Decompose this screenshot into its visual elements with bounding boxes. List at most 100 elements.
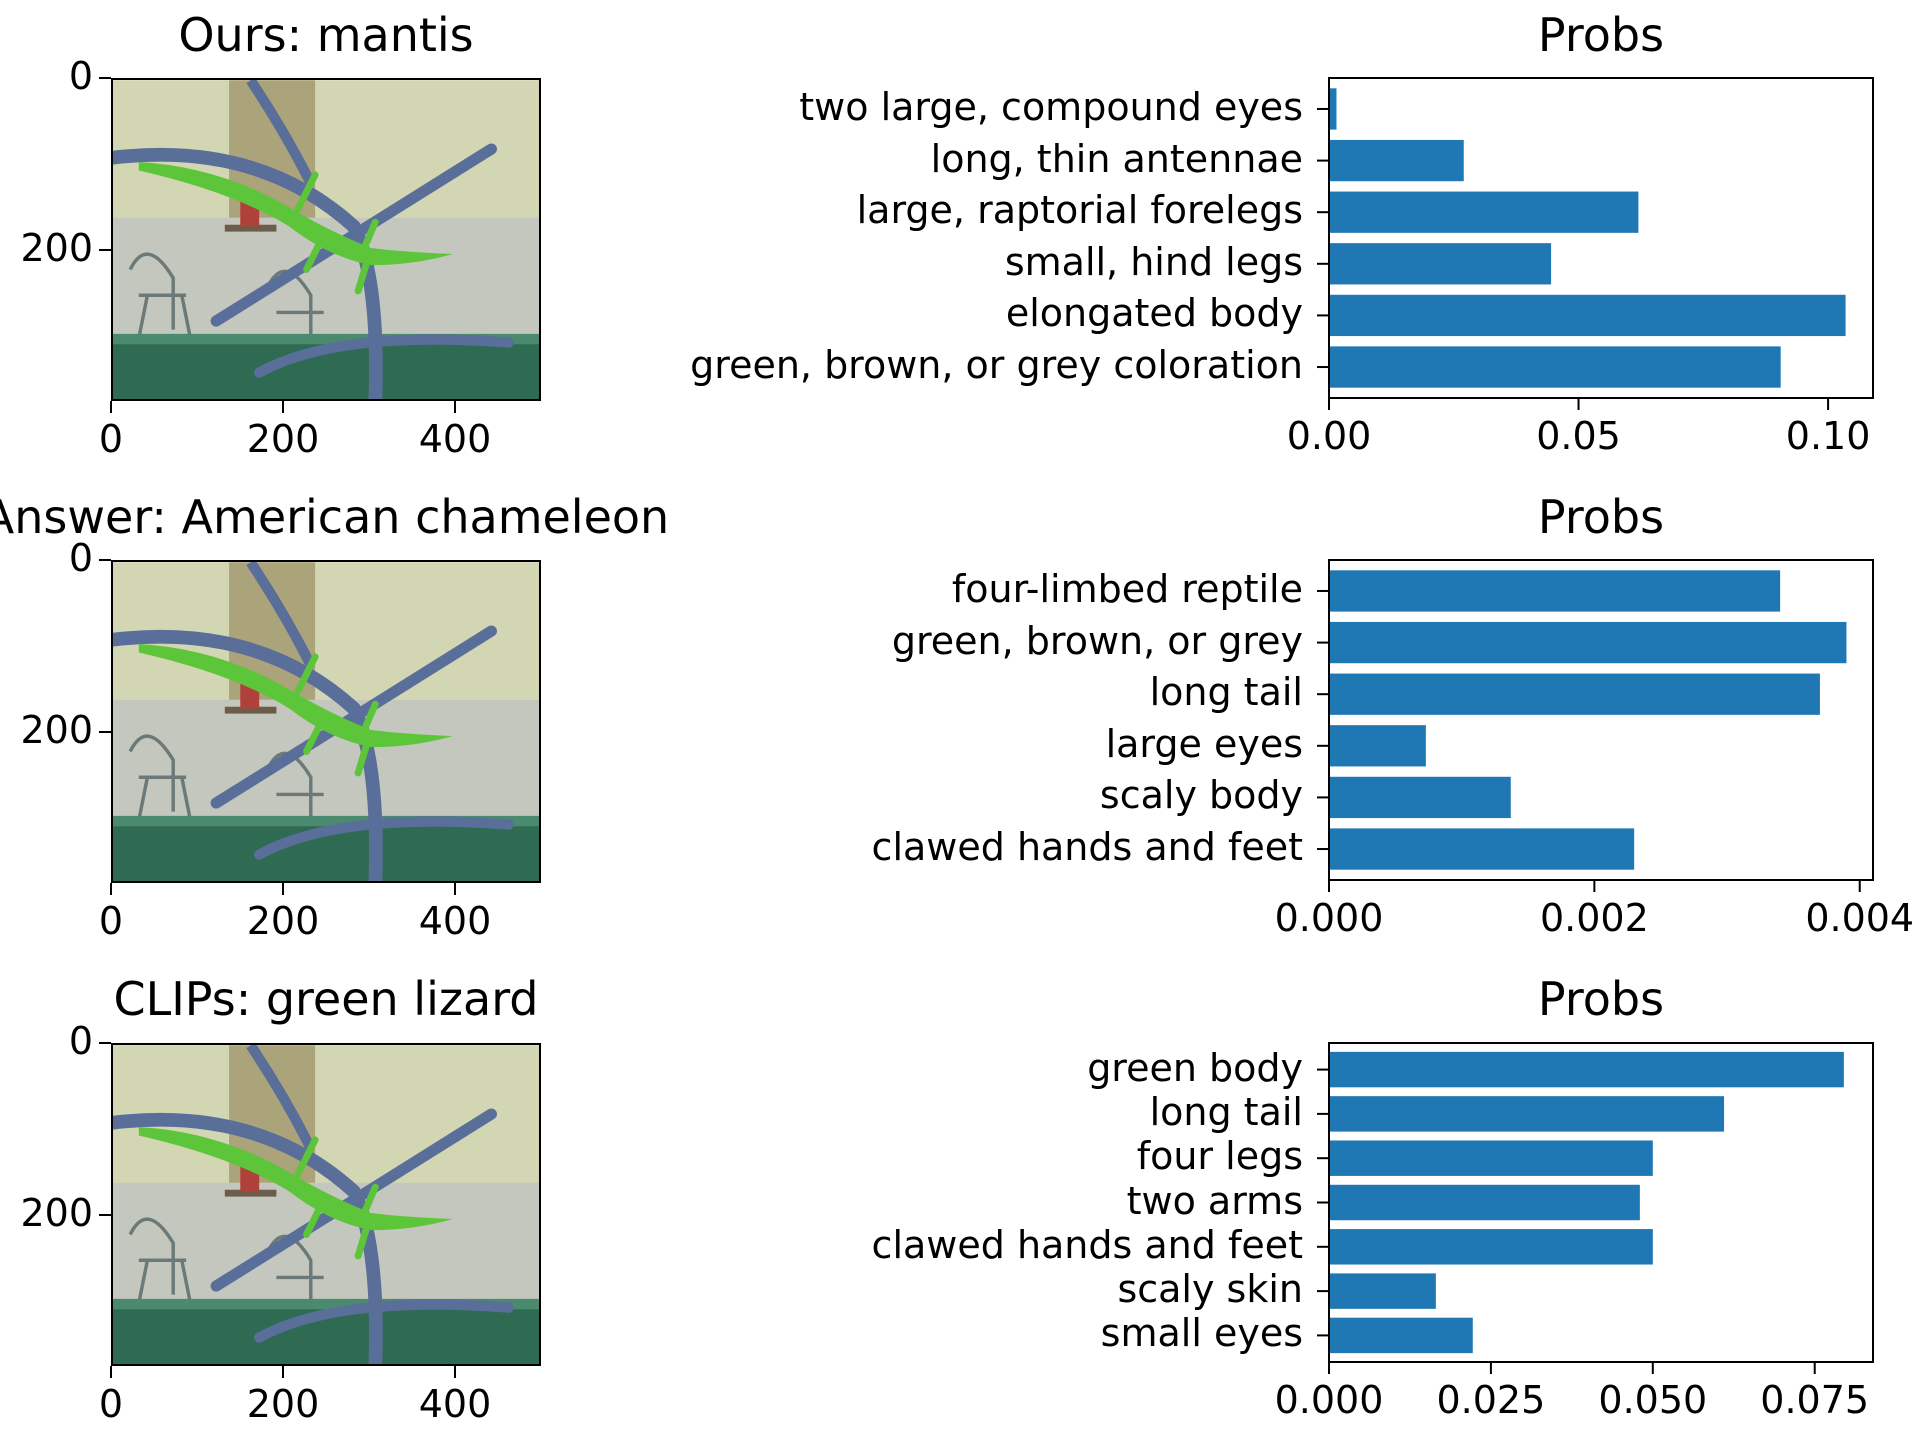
bar-1-3 <box>1329 725 1426 767</box>
image-xtick-label-1-2: 400 <box>418 899 492 943</box>
bar-category-label-0-2: large, raptorial forelegs <box>856 188 1303 233</box>
bar-0-2 <box>1329 191 1639 233</box>
photo-chair-1 <box>128 734 193 821</box>
bar-title-2: Probs <box>1537 972 1665 1026</box>
image-xtick-mark-0-0 <box>110 401 112 413</box>
bar-xtick-label-0-1: 0.05 <box>1536 414 1621 458</box>
image-xtick-mark-2-1 <box>282 1366 284 1378</box>
photo-lizard-2 <box>138 1126 453 1231</box>
bar-category-label-1-4: scaly body <box>1099 773 1303 818</box>
bar-title-0: Probs <box>1537 8 1665 62</box>
bar-category-label-0-5: green, brown, or grey coloration <box>690 343 1303 388</box>
image-xtick-mark-1-2 <box>454 883 456 895</box>
photo-branch-0 <box>113 147 383 399</box>
photo-chair-0 <box>128 252 193 339</box>
image-panel-0 <box>111 78 541 401</box>
bar-category-label-0-4: elongated body <box>1005 291 1303 336</box>
image-xtick-mark-2-2 <box>454 1366 456 1378</box>
bar-2-4 <box>1329 1229 1653 1265</box>
bar-category-label-2-5: scaly skin <box>1117 1267 1303 1312</box>
bar-xtick-label-2-0: 0.000 <box>1274 1378 1384 1422</box>
bar-xtick-label-2-1: 0.025 <box>1436 1378 1546 1422</box>
bar-xtick-label-0-0: 0.00 <box>1286 414 1372 458</box>
image-panel-1 <box>111 560 541 883</box>
bar-frame-1 <box>1328 559 1874 881</box>
photo-lizard-0 <box>138 161 453 266</box>
image-xtick-label-2-0: 0 <box>98 1382 124 1426</box>
image-ytick-mark-1-0 <box>99 559 111 561</box>
image-ytick-mark-1-1 <box>99 731 111 734</box>
bar-2-3 <box>1329 1184 1640 1221</box>
image-xtick-mark-1-1 <box>282 883 284 895</box>
photo-lizard-1 <box>138 643 453 748</box>
image-xtick-label-1-1: 200 <box>246 899 320 943</box>
bar-0-5 <box>1329 346 1781 388</box>
bar-category-label-1-1: green, brown, or grey <box>891 618 1303 663</box>
bar-2-5 <box>1329 1273 1436 1309</box>
bar-category-label-2-0: green body <box>1087 1045 1303 1090</box>
bar-frame-2 <box>1328 1042 1874 1363</box>
bar-1-2 <box>1329 673 1820 715</box>
bar-category-label-1-0: four-limbed reptile <box>951 566 1303 611</box>
image-xtick-label-1-0: 0 <box>98 899 124 943</box>
bar-0-1 <box>1329 139 1464 182</box>
image-ytick-label-2-0: 0 <box>68 1019 93 1063</box>
bar-xtick-label-1-2: 0.004 <box>1805 896 1915 940</box>
image-ytick-mark-2-0 <box>99 1042 111 1044</box>
bar-axes-1 <box>1317 559 1874 892</box>
bar-1-0 <box>1329 570 1781 612</box>
bar-xtick-label-2-2: 0.050 <box>1598 1378 1708 1422</box>
image-ytick-label-2-1: 200 <box>20 1191 93 1236</box>
bar-1-5 <box>1329 828 1635 870</box>
bar-0-3 <box>1329 243 1552 285</box>
image-panel-2 <box>111 1043 541 1366</box>
image-xtick-label-0-2: 400 <box>418 417 492 461</box>
image-title-2: CLIPs: green lizard <box>113 972 539 1026</box>
image-ytick-mark-2-1 <box>99 1214 111 1217</box>
bar-0-4 <box>1329 294 1846 337</box>
bar-2-1 <box>1329 1096 1725 1132</box>
photo-branch-2 <box>113 1112 383 1364</box>
bar-axes-2 <box>1317 1042 1874 1374</box>
bar-xtick-label-1-1: 0.002 <box>1539 896 1649 940</box>
bar-2-6 <box>1329 1317 1473 1354</box>
image-title-1: Answer: American chameleon <box>0 490 670 544</box>
bar-category-label-0-3: small, hind legs <box>1004 239 1303 284</box>
bar-category-label-2-6: small eyes <box>1100 1311 1303 1356</box>
image-ytick-label-1-1: 200 <box>20 708 93 753</box>
image-xtick-mark-0-2 <box>454 401 456 413</box>
bar-2-0 <box>1329 1051 1844 1088</box>
bar-category-label-1-3: large eyes <box>1105 721 1303 766</box>
bar-category-label-2-4: clawed hands and feet <box>871 1222 1303 1267</box>
image-xtick-mark-0-1 <box>282 401 284 413</box>
image-title-0: Ours: mantis <box>178 8 474 62</box>
bar-0-0 <box>1329 88 1337 130</box>
image-ytick-label-1-0: 0 <box>68 536 93 580</box>
image-xtick-label-0-1: 200 <box>246 417 320 461</box>
bar-category-label-0-0: two large, compound eyes <box>799 84 1303 129</box>
bar-category-label-1-2: long tail <box>1149 670 1303 715</box>
image-xtick-label-2-1: 200 <box>246 1382 320 1426</box>
image-ytick-mark-0-1 <box>99 249 111 252</box>
image-xtick-label-2-2: 400 <box>418 1382 492 1426</box>
image-ytick-mark-0-0 <box>99 77 111 79</box>
bar-axes-0 <box>1317 77 1874 410</box>
image-ytick-label-0-0: 0 <box>68 54 93 98</box>
bar-category-label-2-1: long tail <box>1149 1089 1303 1134</box>
bar-category-label-2-2: four legs <box>1136 1134 1303 1179</box>
bar-xtick-label-0-2: 0.10 <box>1785 414 1871 458</box>
bar-2-2 <box>1329 1140 1653 1176</box>
bar-category-label-1-5: clawed hands and feet <box>871 825 1303 870</box>
bar-frame-0 <box>1328 77 1874 399</box>
photo-branch-1 <box>113 629 383 881</box>
bar-category-label-0-1: long, thin antennae <box>930 136 1303 181</box>
bar-1-1 <box>1329 621 1847 664</box>
bar-category-label-2-3: two arms <box>1126 1178 1303 1223</box>
image-xtick-label-0-0: 0 <box>98 417 124 461</box>
bar-title-1: Probs <box>1537 490 1665 544</box>
bar-xtick-label-2-3: 0.075 <box>1760 1378 1870 1422</box>
image-xtick-mark-2-0 <box>110 1366 112 1378</box>
bar-xtick-label-1-0: 0.000 <box>1274 896 1384 940</box>
image-xtick-mark-1-0 <box>110 883 112 895</box>
